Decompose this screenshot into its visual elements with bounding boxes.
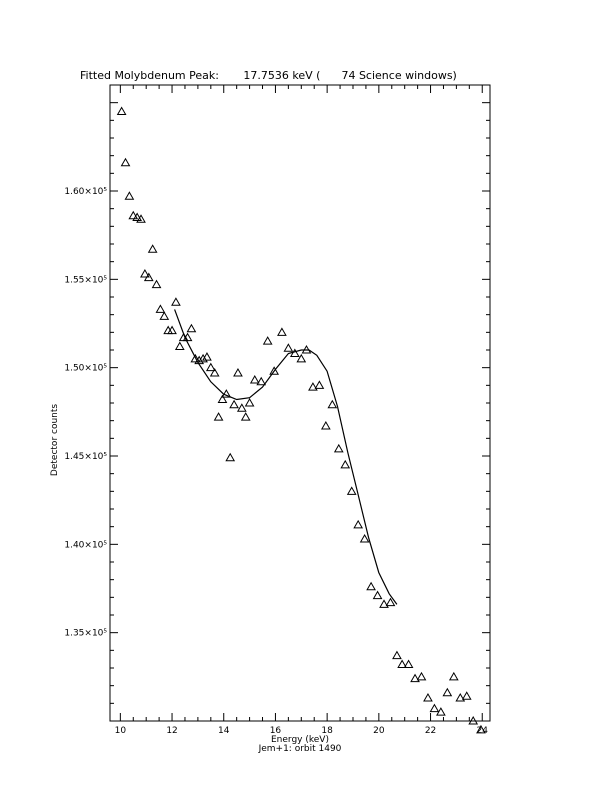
data-point <box>128 210 139 220</box>
data-point <box>448 671 459 681</box>
x-tick-label: 12 <box>166 726 177 736</box>
data-point <box>124 191 135 200</box>
data-point <box>283 343 294 352</box>
y-axis: 1.35×10⁵ 1.40×10⁵ 1.45×10⁵ 1.50×10⁵ 1.55×10⁵… <box>64 102 490 704</box>
data-point <box>289 348 300 358</box>
data-point <box>190 353 201 363</box>
y-tick-label: 1.50×10⁵ <box>64 364 107 374</box>
data-point <box>159 311 170 320</box>
data-point <box>198 353 208 363</box>
data-point <box>333 443 344 453</box>
data-point <box>116 106 127 115</box>
data-point <box>327 399 338 409</box>
data-point <box>143 272 154 282</box>
data-point <box>217 394 228 403</box>
data-point <box>151 279 162 289</box>
data-point <box>174 341 185 350</box>
data-point <box>167 325 177 335</box>
data-point <box>186 323 197 333</box>
data-point <box>385 597 396 607</box>
x-tick-label: 16 <box>270 726 282 736</box>
data-point <box>209 367 220 377</box>
data-point <box>269 366 280 375</box>
data-point <box>205 362 216 372</box>
data-point <box>182 332 193 342</box>
data-point <box>140 269 150 278</box>
data-point <box>225 452 236 462</box>
data-point <box>120 157 131 167</box>
data-point <box>455 693 466 702</box>
data-point <box>397 659 407 668</box>
data-point <box>379 599 389 608</box>
y-tick-label: 1.35×10⁵ <box>64 629 107 639</box>
x-tick-label: 14 <box>218 726 230 736</box>
y-tick-label: 1.40×10⁵ <box>64 540 107 550</box>
data-point <box>229 399 239 409</box>
x-axis: 10 12 14 16 18 20 22 24 <box>115 85 489 736</box>
data-point <box>132 212 143 221</box>
data-point <box>202 352 212 361</box>
y-tick-label: 1.45×10⁵ <box>64 452 107 462</box>
data-point <box>320 420 331 430</box>
data-point <box>346 486 357 495</box>
x-tick-label: 22 <box>425 726 436 736</box>
x-tick-label: 20 <box>373 726 385 736</box>
x-tick-label: 10 <box>115 726 127 736</box>
data-point <box>403 659 414 668</box>
y-axis-label: Detector counts <box>50 404 60 476</box>
data-point <box>353 519 364 529</box>
y-tick-label: 1.60×10⁵ <box>64 187 107 197</box>
data-point <box>416 671 427 681</box>
data-point <box>423 693 433 702</box>
data-point <box>308 382 318 391</box>
data-point <box>277 327 287 336</box>
data-point <box>372 590 383 600</box>
data-point <box>314 380 325 389</box>
x-tick-label: 18 <box>321 726 333 736</box>
data-point <box>136 214 146 223</box>
data-point <box>221 389 232 398</box>
chart-title: Fitted Molybdenum Peak: 17.7536 keV ( 74… <box>80 69 457 82</box>
data-point <box>476 724 486 734</box>
x-tick-label: 24 <box>477 726 489 736</box>
data-point <box>296 353 307 363</box>
x-axis-label: Energy (keV) <box>271 735 329 745</box>
data-point <box>461 691 472 700</box>
y-tick-label: 1.55×10⁵ <box>64 275 107 285</box>
data-point <box>155 304 166 313</box>
plot-footer: Jem+1: orbit 1490 <box>258 744 342 754</box>
data-point <box>262 336 273 345</box>
data-point <box>171 297 181 306</box>
data-point <box>429 703 440 713</box>
data-point <box>410 673 420 683</box>
data-point <box>240 412 251 421</box>
data-point <box>468 715 479 725</box>
plot-frame <box>109 84 491 722</box>
data-point <box>366 581 376 591</box>
data-point <box>244 397 255 407</box>
data-point <box>249 375 260 384</box>
data-point <box>256 376 267 386</box>
data-point <box>392 650 402 660</box>
data-point <box>236 403 247 412</box>
data-point <box>233 367 243 377</box>
fit-curve <box>174 309 398 605</box>
data-point <box>359 534 370 543</box>
data-point <box>147 244 158 253</box>
data-point <box>436 707 446 716</box>
data-point <box>213 412 224 421</box>
data-point <box>340 459 351 469</box>
data-points <box>116 106 486 734</box>
data-point <box>442 687 453 697</box>
